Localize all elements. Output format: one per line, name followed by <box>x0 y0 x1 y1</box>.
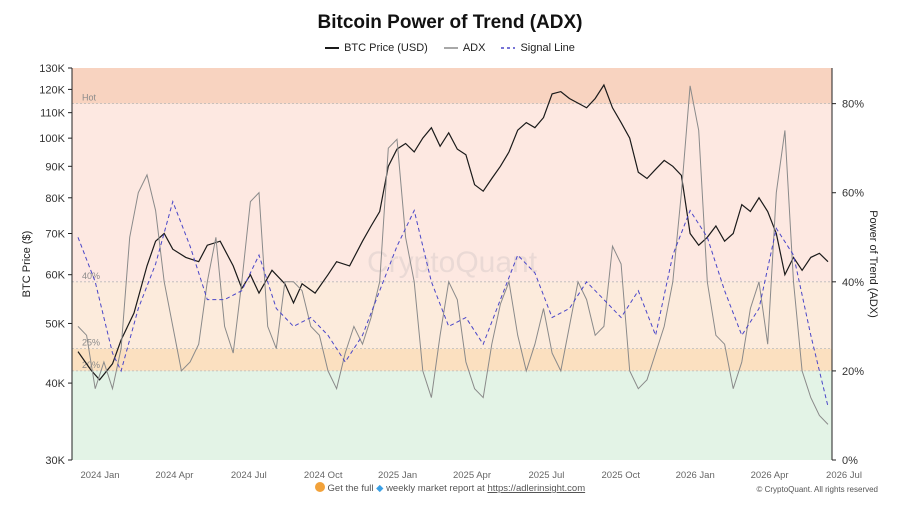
x-tick-label: 2024 Jan <box>80 470 119 481</box>
footer-text-2: weekly market report at <box>386 483 485 494</box>
left-tick-label: 70K <box>45 228 65 240</box>
x-tick-label: 2025 Jan <box>378 470 417 481</box>
legend-swatch-signal <box>501 47 516 49</box>
right-tick-label: 80% <box>842 99 864 111</box>
right-axis-ticks: 80% 60% 40% 20% 0% <box>832 99 864 467</box>
legend: BTC Price (USD) ADX Signal Line <box>0 42 900 54</box>
right-tick-label: 60% <box>842 188 864 200</box>
series-btc-price <box>77 83 829 381</box>
left-axis-ticks: 130K 120K 110K 100K 90K 80K 70K 60K 50K 40K 30K <box>39 63 72 467</box>
y-axis-right-label: Power of Trend (ADX) <box>867 210 879 318</box>
left-tick-label: 110K <box>40 108 66 120</box>
series-signal-line <box>77 200 829 407</box>
x-tick-label: 2026 Jan <box>676 470 715 481</box>
chart-title: Bitcoin Power of Trend (ADX) <box>317 12 583 33</box>
right-tick-label: 40% <box>842 277 864 289</box>
x-tick-label: 2025 Oct <box>602 470 641 481</box>
zone-warm <box>72 348 832 371</box>
left-tick-label: 30K <box>45 455 65 467</box>
legend-label-btc: BTC Price (USD) <box>344 42 428 54</box>
footer-link[interactable]: https://adlerinsight.com <box>487 483 586 494</box>
x-tick-label: 2024 Jul <box>231 470 267 481</box>
axes <box>71 68 833 460</box>
left-tick-label: 80K <box>45 193 65 205</box>
zone-mid <box>72 281 832 349</box>
left-tick-label: 50K <box>45 318 65 330</box>
x-axis-ticks: 2024 Jan 2024 Apr 2024 Jul 2024 Oct 2025 Jan… <box>80 470 862 481</box>
left-tick-label: 90K <box>45 161 65 173</box>
right-tick-label: 20% <box>842 366 864 378</box>
left-tick-label: 40K <box>45 378 65 390</box>
x-tick-label: 2026 Jul <box>826 470 862 481</box>
right-tick-label: 0% <box>842 455 858 467</box>
zone-hot <box>72 68 832 104</box>
x-tick-label: 2025 Jul <box>528 470 564 481</box>
left-tick-label: 100K <box>39 133 65 145</box>
zone-bands <box>72 68 832 460</box>
x-tick-label: 2026 Apr <box>751 470 789 481</box>
y-axis-left-label: BTC Price ($) <box>21 231 33 298</box>
series-layer <box>77 83 829 425</box>
left-tick-label: 60K <box>45 270 65 282</box>
copyright: © CryptoQuant. All rights reserved <box>756 485 879 494</box>
coin-icon <box>314 482 325 492</box>
zone-label: 40% <box>82 271 100 281</box>
zone-label: 25% <box>82 338 100 348</box>
left-tick-label: 130K <box>39 63 65 75</box>
zone-cool <box>72 370 832 460</box>
x-tick-label: 2025 Apr <box>453 470 491 481</box>
legend-swatch-adx <box>443 47 458 49</box>
series-adx <box>77 85 829 425</box>
legend-label-signal: Signal Line <box>520 42 575 54</box>
gem-icon: ◆ <box>376 483 384 494</box>
left-tick-label: 120K <box>39 84 65 96</box>
x-tick-label: 2024 Apr <box>155 470 193 481</box>
legend-label-adx: ADX <box>462 42 486 54</box>
x-tick-label: 2024 Oct <box>304 470 343 481</box>
footer-text: Get the full <box>327 483 374 494</box>
legend-item-btc-price: BTC Price (USD) <box>325 42 428 54</box>
legend-item-signal-line: Signal Line <box>501 42 575 54</box>
legend-swatch-btc <box>325 47 340 49</box>
watermark-text: CryptoQuant <box>367 246 538 279</box>
legend-item-adx: ADX <box>443 42 486 54</box>
footer: Get the full ◆ weekly market report at h… <box>0 482 900 494</box>
zone-label: Hot <box>82 93 97 103</box>
